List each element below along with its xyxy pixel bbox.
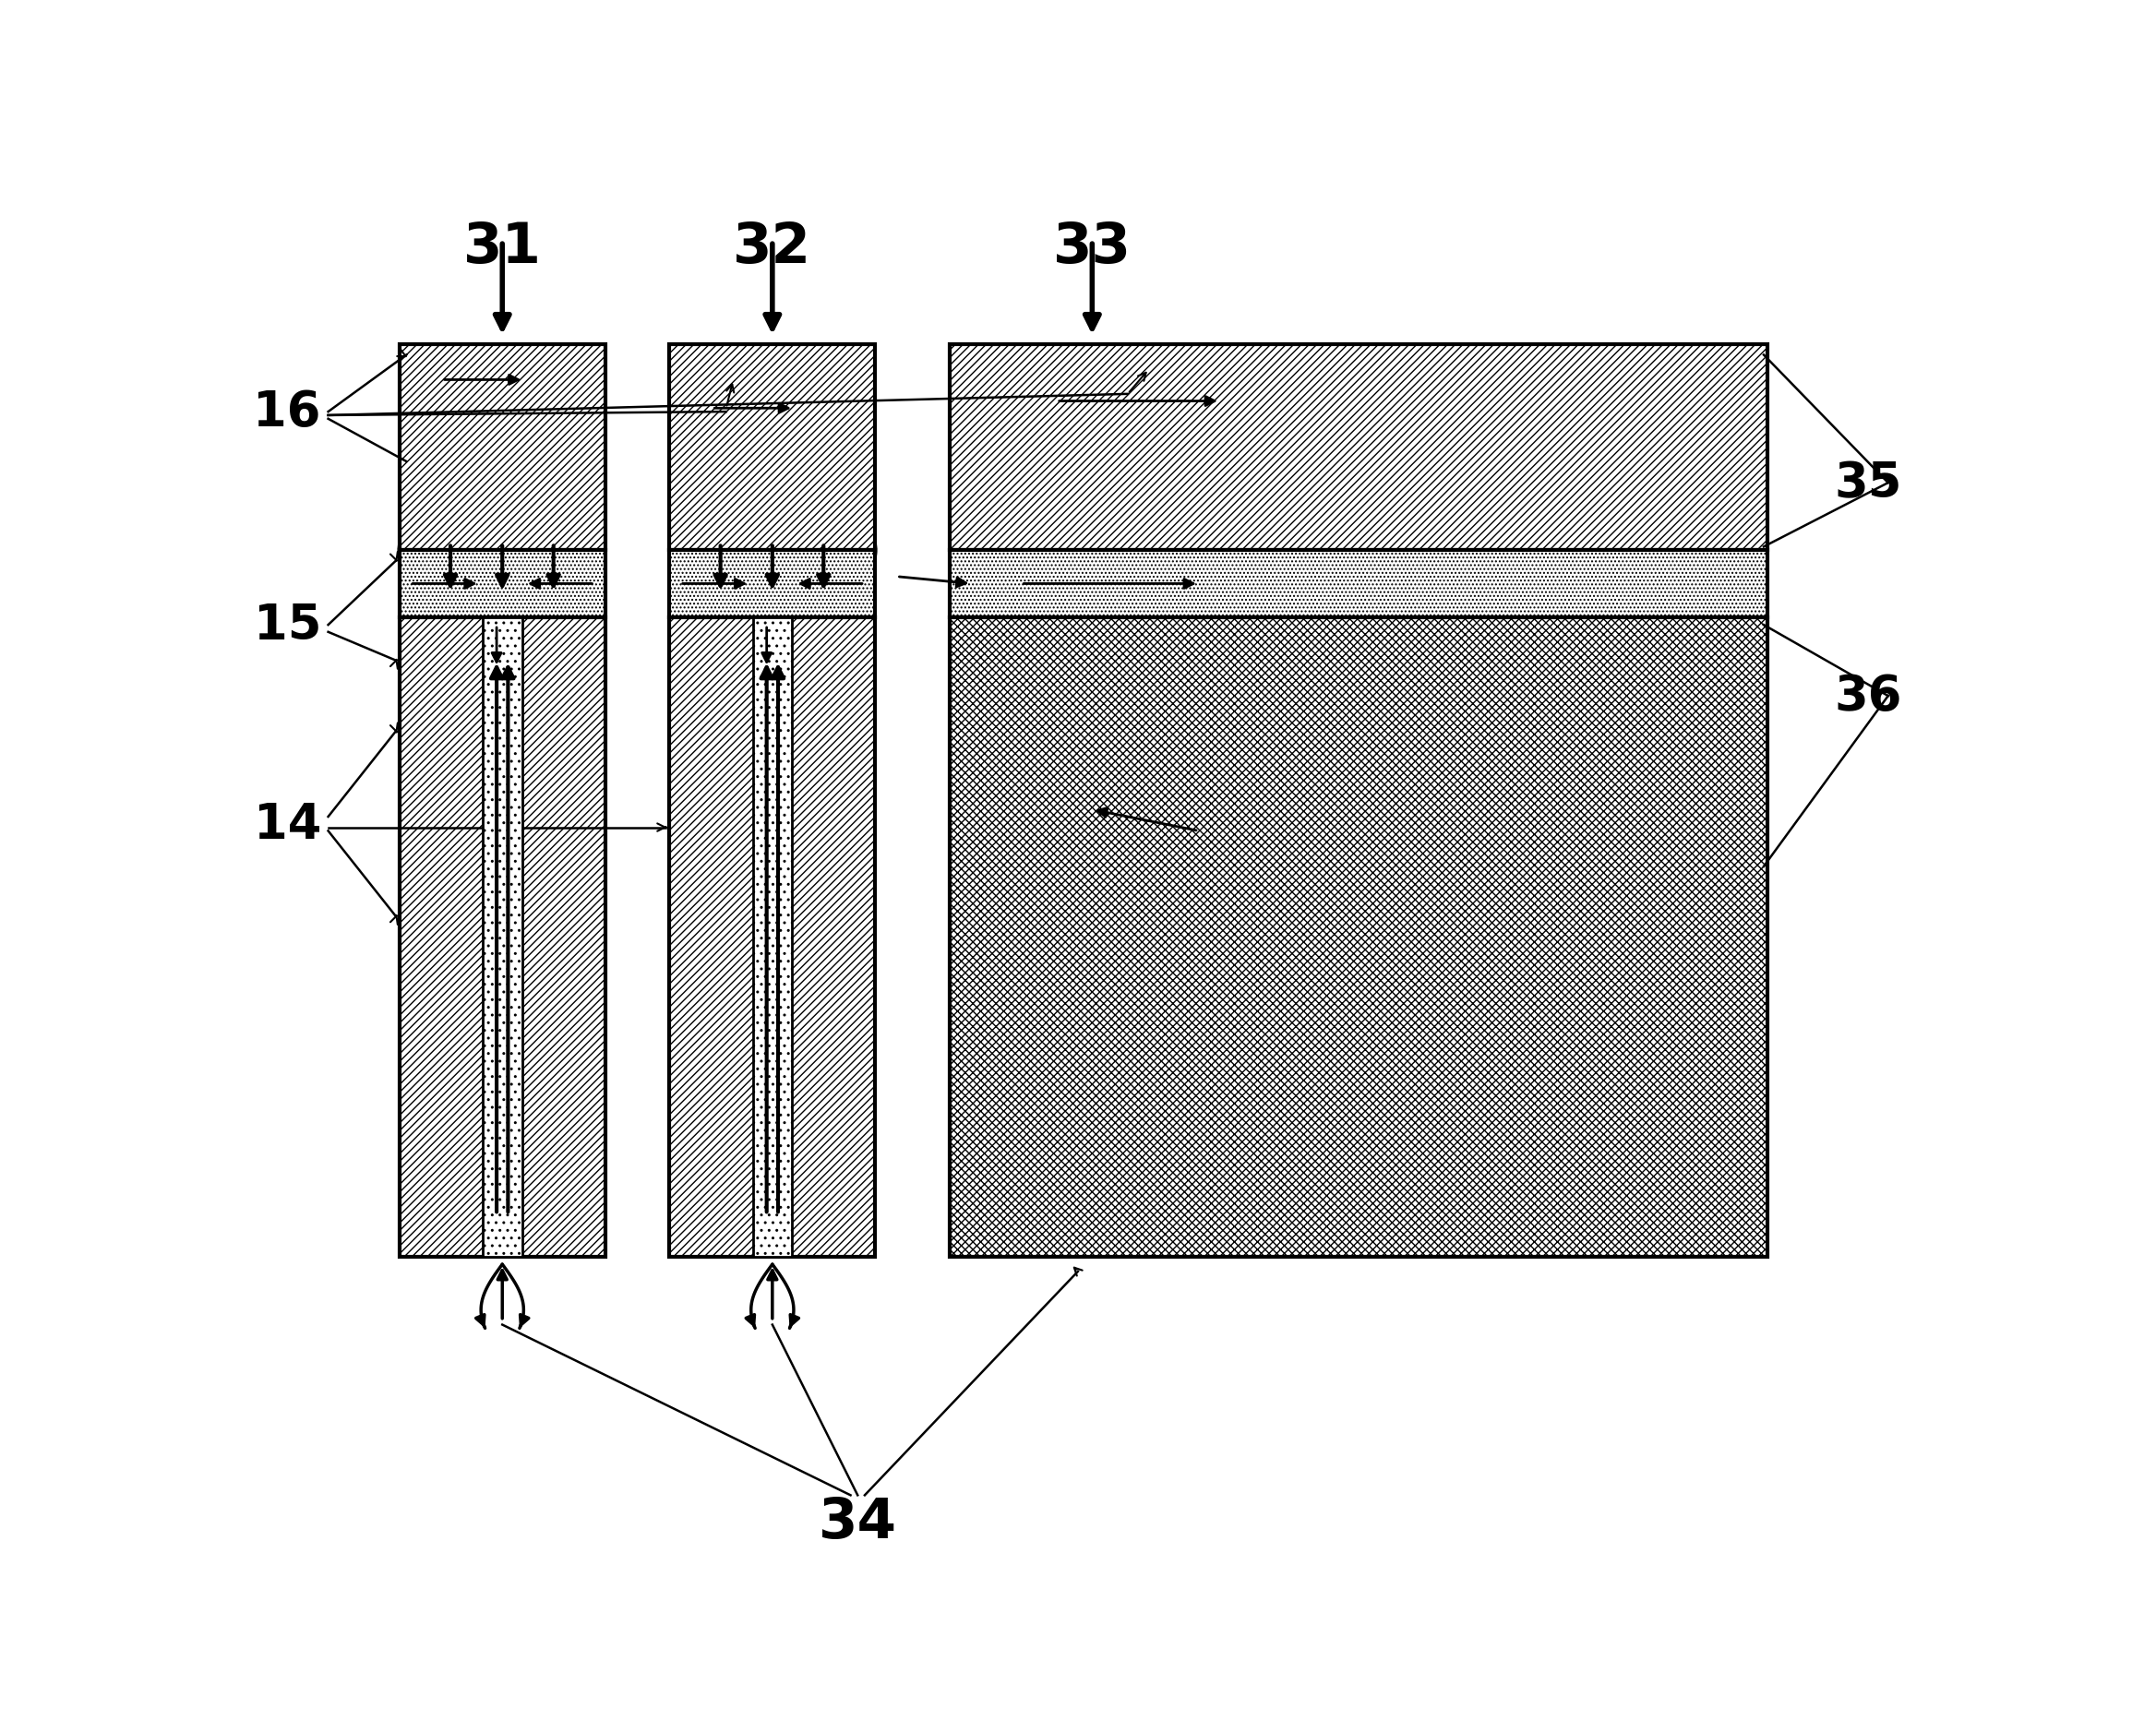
Bar xyxy=(483,617,522,1257)
Bar xyxy=(399,550,606,617)
Bar xyxy=(668,617,875,1257)
Text: 33: 33 xyxy=(1052,220,1132,275)
Bar xyxy=(399,346,606,550)
Bar xyxy=(951,346,1768,550)
Text: 34: 34 xyxy=(819,1495,897,1550)
Text: 15: 15 xyxy=(254,602,321,650)
Text: 31: 31 xyxy=(464,220,541,275)
Bar xyxy=(399,617,606,1257)
Text: 14: 14 xyxy=(254,800,321,848)
Text: 16: 16 xyxy=(252,389,321,437)
Bar xyxy=(668,550,875,617)
Bar xyxy=(951,550,1768,617)
Bar xyxy=(951,617,1768,1257)
Bar xyxy=(752,617,791,1257)
Text: 32: 32 xyxy=(733,220,811,275)
Text: 36: 36 xyxy=(1835,673,1902,721)
Text: 35: 35 xyxy=(1835,459,1902,507)
Bar xyxy=(668,346,875,550)
